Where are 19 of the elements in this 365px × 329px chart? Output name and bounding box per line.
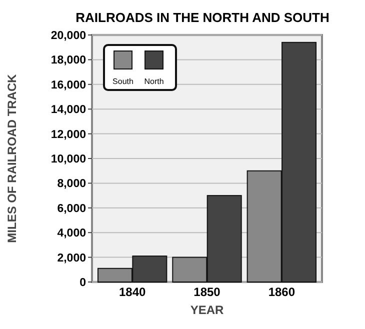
y-tick-label: 0 — [80, 277, 86, 290]
legend-label: North — [144, 77, 164, 86]
y-tick-label: 20,000 — [50, 30, 86, 42]
y-tick-label: 4,000 — [57, 228, 86, 240]
y-tick-label: 8,000 — [57, 178, 86, 190]
x-tick-label: 1850 — [194, 285, 221, 299]
y-tick-label: 14,000 — [50, 104, 86, 116]
legend-label: South — [112, 77, 134, 86]
y-tick-label: 2,000 — [57, 252, 86, 264]
y-tick-label: 18,000 — [50, 54, 86, 67]
x-tick-label: 1860 — [268, 285, 296, 299]
y-tick-label: 16,000 — [50, 79, 86, 92]
chart-title: RAILROADS IN THE NORTH AND SOUTH — [76, 10, 330, 25]
y-tick-label: 10,000 — [50, 154, 86, 166]
y-tick-label: 12,000 — [50, 128, 86, 141]
x-axis-title: YEAR — [190, 303, 224, 317]
y-tick-label: 6,000 — [57, 202, 86, 215]
y-axis-title: MILES OF RAILROAD TRACK — [5, 74, 19, 243]
x-tick-label: 1840 — [118, 285, 146, 299]
